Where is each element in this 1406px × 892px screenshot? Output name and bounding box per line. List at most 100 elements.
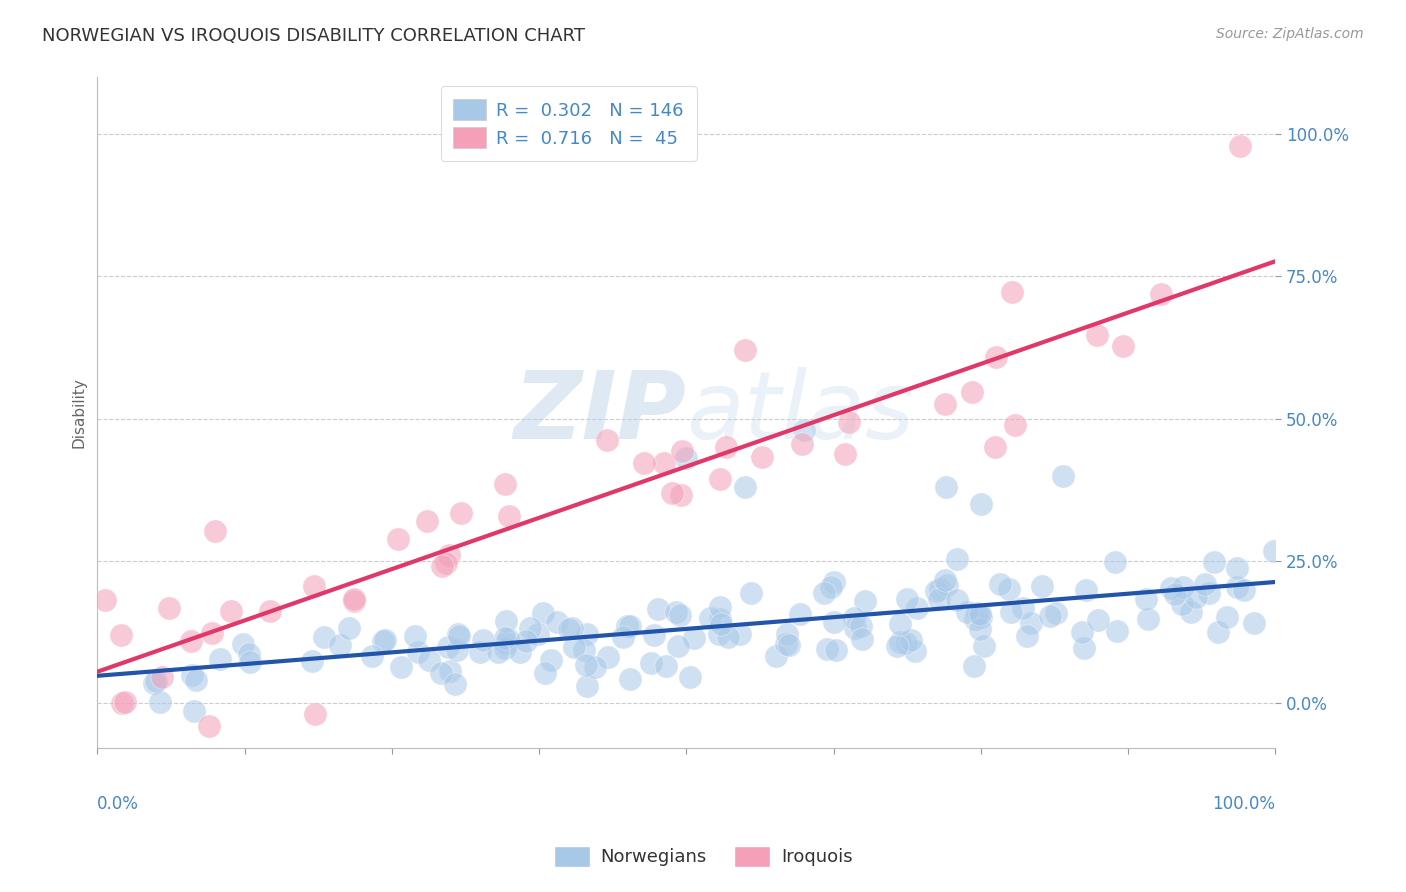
Legend: R =  0.302   N = 146, R =  0.716   N =  45: R = 0.302 N = 146, R = 0.716 N = 45 bbox=[440, 87, 696, 161]
Point bbox=[1171, 580, 1194, 594]
Point bbox=[159, 601, 181, 615]
Point bbox=[740, 585, 762, 599]
Point bbox=[302, 579, 325, 593]
Point bbox=[851, 632, 873, 646]
Point bbox=[494, 631, 516, 645]
Point bbox=[598, 649, 620, 664]
Point bbox=[564, 640, 586, 655]
Point bbox=[437, 640, 460, 655]
Point bbox=[889, 635, 911, 649]
Point bbox=[574, 643, 596, 657]
Point bbox=[1180, 605, 1202, 619]
Point bbox=[661, 486, 683, 500]
Point bbox=[946, 552, 969, 566]
Point bbox=[669, 488, 692, 502]
Point bbox=[534, 666, 557, 681]
Point bbox=[447, 629, 470, 643]
Point bbox=[640, 656, 662, 670]
Point bbox=[1045, 606, 1067, 620]
Point bbox=[494, 476, 516, 491]
Point bbox=[775, 637, 797, 651]
Point bbox=[934, 397, 956, 411]
Point bbox=[1039, 609, 1062, 624]
Point bbox=[969, 609, 991, 624]
Point bbox=[343, 592, 366, 607]
Point bbox=[679, 670, 702, 684]
Point bbox=[374, 633, 396, 648]
Point bbox=[1000, 605, 1022, 619]
Point bbox=[219, 604, 242, 618]
Point bbox=[149, 695, 172, 709]
Point bbox=[387, 533, 409, 547]
Point bbox=[446, 642, 468, 657]
Point bbox=[984, 351, 1007, 365]
Point bbox=[142, 676, 165, 690]
Point bbox=[853, 594, 876, 608]
Point bbox=[647, 602, 669, 616]
Point bbox=[498, 509, 520, 524]
Point bbox=[671, 444, 693, 458]
Point bbox=[1185, 590, 1208, 604]
Point bbox=[709, 599, 731, 614]
Legend: Norwegians, Iroquois: Norwegians, Iroquois bbox=[547, 838, 859, 874]
Point bbox=[343, 593, 366, 607]
Point bbox=[540, 653, 562, 667]
Point bbox=[301, 653, 323, 667]
Point bbox=[1071, 624, 1094, 639]
Point bbox=[813, 585, 835, 599]
Point bbox=[934, 574, 956, 588]
Point bbox=[238, 647, 260, 661]
Point bbox=[945, 593, 967, 607]
Point bbox=[373, 634, 395, 648]
Point bbox=[984, 440, 1007, 454]
Point bbox=[997, 582, 1019, 596]
Point bbox=[1202, 556, 1225, 570]
Point bbox=[494, 640, 516, 655]
Point bbox=[150, 670, 173, 684]
Point bbox=[329, 638, 352, 652]
Point bbox=[734, 343, 756, 358]
Point bbox=[111, 696, 134, 710]
Point bbox=[844, 620, 866, 634]
Point bbox=[1052, 468, 1074, 483]
Point bbox=[209, 652, 232, 666]
Point bbox=[1087, 613, 1109, 627]
Point bbox=[956, 605, 979, 619]
Point bbox=[612, 631, 634, 645]
Point bbox=[515, 633, 537, 648]
Point bbox=[616, 618, 638, 632]
Point bbox=[186, 673, 208, 688]
Point bbox=[404, 629, 426, 643]
Point bbox=[110, 628, 132, 642]
Point bbox=[495, 636, 517, 650]
Point bbox=[1233, 582, 1256, 597]
Point bbox=[633, 456, 655, 470]
Point bbox=[509, 645, 531, 659]
Point bbox=[1001, 285, 1024, 299]
Point bbox=[793, 423, 815, 437]
Point bbox=[437, 548, 460, 562]
Point bbox=[820, 580, 842, 594]
Point bbox=[1112, 339, 1135, 353]
Point bbox=[815, 641, 838, 656]
Point bbox=[1160, 581, 1182, 595]
Point bbox=[790, 437, 813, 451]
Point bbox=[596, 433, 619, 447]
Point bbox=[709, 472, 731, 486]
Point bbox=[896, 592, 918, 607]
Point bbox=[439, 664, 461, 678]
Point bbox=[669, 608, 692, 623]
Point bbox=[180, 633, 202, 648]
Point bbox=[904, 644, 927, 658]
Point bbox=[468, 645, 491, 659]
Point bbox=[1225, 581, 1247, 595]
Point bbox=[969, 607, 991, 621]
Text: Source: ZipAtlas.com: Source: ZipAtlas.com bbox=[1216, 27, 1364, 41]
Point bbox=[447, 626, 470, 640]
Point bbox=[834, 447, 856, 461]
Point bbox=[430, 558, 453, 573]
Point bbox=[1226, 561, 1249, 575]
Point bbox=[1229, 138, 1251, 153]
Point bbox=[886, 639, 908, 653]
Point bbox=[1004, 418, 1026, 433]
